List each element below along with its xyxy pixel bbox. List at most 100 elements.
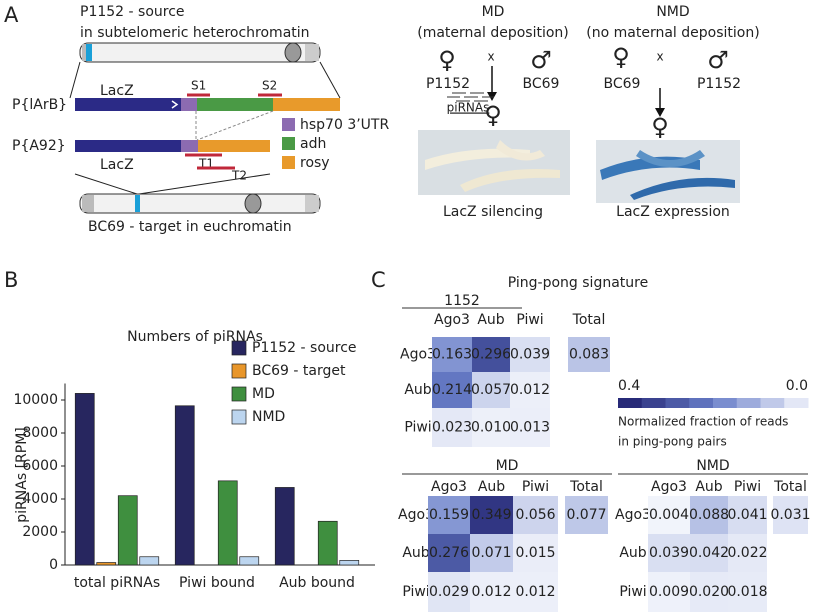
legend-label: adh (300, 136, 326, 152)
panel-label: C (371, 268, 386, 292)
row-label: Piwi (619, 584, 646, 600)
heatmap-cell (728, 496, 767, 534)
legend-label: P1152 - source (252, 340, 357, 356)
insertion-line (138, 173, 271, 195)
cross-result: LacZ silencing (443, 204, 543, 220)
sex-symbol: ♀ (438, 46, 456, 74)
heatmap-cell (428, 534, 470, 572)
heatmap-cell (428, 572, 470, 612)
legend-swatch (282, 118, 295, 131)
cell-label: 0.039 (510, 347, 550, 363)
row-label: Aub (404, 382, 431, 398)
bar (117, 495, 138, 566)
ovary-photo (418, 130, 570, 195)
heatmap-cell (690, 534, 728, 572)
sex-symbol: ♀ (484, 101, 502, 129)
source-subtitle: in subtelomeric heterochromatin (80, 25, 310, 41)
ovary-photo (596, 140, 740, 203)
cell-label: 0.022 (727, 545, 767, 561)
column-label: Piwi (734, 479, 761, 495)
probe-label: T2 (231, 169, 247, 183)
construct-name: P{lArB} (12, 97, 67, 113)
colorbar-segment (784, 398, 809, 408)
cell-label: 0.012 (471, 584, 511, 600)
heatmap-cell (510, 337, 550, 372)
bar (339, 560, 360, 566)
row-label: Piwi (402, 584, 429, 600)
lacz-label: LacZ (100, 83, 134, 99)
cell-label: 0.349 (471, 507, 511, 523)
bar (139, 556, 160, 566)
cell-label: 0.159 (429, 507, 469, 523)
column-label: Aub (477, 312, 504, 328)
probe-label: S2 (262, 79, 277, 93)
construct-2 (75, 140, 270, 152)
heatmap-cell (510, 372, 550, 408)
insertion-line (74, 173, 138, 195)
cell-label: 0.012 (510, 382, 550, 398)
cell-label: 0.012 (515, 584, 555, 600)
column-label: Piwi (516, 312, 543, 328)
cell-label: 0.214 (432, 382, 472, 398)
sex-symbol: ♀ (651, 113, 669, 141)
cell-label: 0.013 (510, 420, 550, 436)
colorbar-segment (713, 398, 738, 408)
cell-label: 0.029 (429, 584, 469, 600)
parent-label: BC69 (604, 76, 641, 92)
legend-label: BC69 - target (252, 363, 346, 379)
legend-label: NMD (252, 409, 285, 425)
cell-label: 0.020 (689, 584, 729, 600)
target-title: BC69 - target in euchromatin (88, 219, 292, 235)
sex-symbol: ♀ (612, 43, 630, 71)
legend-swatch (231, 340, 247, 356)
column-label: Aub (478, 479, 505, 495)
cell-label: 0.056 (515, 507, 555, 523)
panel-label: B (4, 268, 18, 292)
column-label: Total (572, 312, 606, 328)
heatmap-cell (432, 408, 472, 447)
heatmap-cell (472, 337, 510, 372)
cell-label: 0.039 (649, 545, 689, 561)
cross-subtitle: (no maternal deposition) (586, 25, 759, 41)
column-label: Piwi (522, 479, 549, 495)
y-axis-label: piRNAs [RPM] (14, 427, 30, 522)
heatmap-cell (773, 496, 808, 534)
cell-label: 0.071 (471, 545, 511, 561)
bar (174, 405, 195, 566)
colorbar-segment (760, 398, 785, 408)
row-label: Aub (402, 545, 429, 561)
heatmap-subtitle: MD (496, 458, 519, 474)
lacz-label: LacZ (100, 157, 134, 173)
construct-1 (75, 98, 340, 111)
parent-label: P1152 (697, 76, 741, 92)
arrow (655, 88, 665, 117)
heatmap-title: Ping-pong signature (508, 275, 648, 291)
heatmap-cell (690, 496, 728, 534)
y-tick-label: 4000 (22, 491, 58, 507)
bar (239, 556, 260, 566)
heatmap-cell (648, 572, 690, 612)
target-chromosome (79, 193, 321, 214)
colorbar-segment (665, 398, 690, 408)
legend-swatch (231, 386, 247, 402)
cell-label: 0.276 (429, 545, 469, 561)
cell-label: 0.077 (566, 507, 606, 523)
legend-swatch (231, 363, 247, 379)
row-label: Piwi (404, 420, 431, 436)
heatmap-cell (510, 408, 550, 447)
heatmap-cell (470, 572, 513, 612)
heatmap-cell (648, 496, 690, 534)
source-title: P1152 - source (80, 4, 185, 20)
column-label: Total (569, 479, 603, 495)
heatmap-cell (470, 534, 513, 572)
row-label: Ago3 (400, 347, 436, 363)
column-label: Ago3 (434, 312, 470, 328)
construct-name: P{A92} (12, 138, 66, 154)
cross-subtitle: (maternal deposition) (417, 25, 569, 41)
panel-label: A (4, 3, 19, 27)
cell-label: 0.042 (689, 545, 729, 561)
heatmap-cell (690, 572, 728, 612)
cell-label: 0.010 (471, 420, 511, 436)
homology-line (196, 110, 274, 141)
sex-symbol: ♂ (707, 46, 729, 74)
